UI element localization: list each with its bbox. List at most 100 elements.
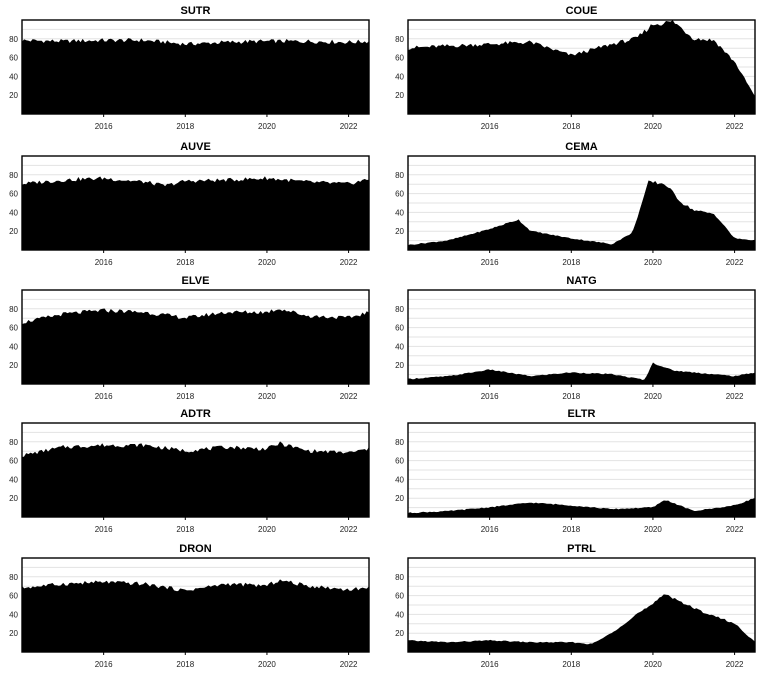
series-area-dron — [21, 579, 370, 653]
y-tick-label: 40 — [395, 342, 404, 351]
y-tick-label: 20 — [9, 629, 18, 638]
plot-frame — [407, 557, 756, 653]
x-tick-label: 2020 — [258, 392, 276, 401]
x-tick-label: 2022 — [726, 122, 744, 131]
x-tick-label: 2020 — [644, 392, 662, 401]
y-tick-label: 20 — [395, 227, 404, 236]
y-tick-label: 40 — [395, 72, 404, 81]
x-tick-label: 2018 — [176, 122, 194, 131]
y-tick-label: 40 — [9, 610, 18, 619]
series-area-natg — [407, 362, 756, 385]
x-tick-label: 2018 — [562, 122, 580, 131]
plot-frame — [21, 422, 370, 518]
panel-title-auve: AUVE — [180, 141, 211, 153]
x-tick-label: 2022 — [726, 258, 744, 267]
y-tick-label: 40 — [9, 72, 18, 81]
panel-title-sutr: SUTR — [181, 5, 211, 17]
x-tick-label: 2016 — [95, 122, 113, 131]
panel-adtr: ADTR 20 40 60 80 2016 2018 2020 2022 — [9, 408, 370, 534]
plot-frame — [407, 289, 756, 385]
x-tick-label: 2016 — [95, 392, 113, 401]
y-tick-label: 80 — [395, 438, 404, 447]
x-tick-label: 2020 — [258, 258, 276, 267]
panel-sutr: SUTR 20 40 60 80 2016 2018 2020 2022 — [9, 5, 370, 131]
x-tick-label: 2018 — [176, 525, 194, 534]
x-tick-label: 2022 — [340, 122, 358, 131]
x-tick-label: 2020 — [644, 122, 662, 131]
y-tick-label: 20 — [395, 629, 404, 638]
y-tick-label: 60 — [395, 592, 404, 601]
panel-title-ptrl: PTRL — [567, 543, 596, 555]
y-tick-label: 60 — [395, 190, 404, 199]
panel-elve: ELVE 20 40 60 80 2016 2018 2020 2022 — [9, 275, 370, 401]
panel-ptrl: PTRL 20 40 60 80 2016 2018 2020 2022 — [395, 543, 756, 669]
panel-cema: CEMA 20 40 60 80 2016 2018 2020 2022 — [395, 141, 756, 267]
panel-natg: NATG 20 40 60 80 2016 2018 2020 2022 — [395, 275, 756, 401]
y-tick-label: 40 — [9, 342, 18, 351]
y-tick-label: 40 — [9, 208, 18, 217]
x-tick-label: 2018 — [562, 660, 580, 669]
x-tick-label: 2022 — [726, 660, 744, 669]
y-tick-label: 20 — [395, 361, 404, 370]
series-area-coue — [407, 20, 756, 115]
y-tick-label: 40 — [9, 475, 18, 484]
x-tick-label: 2016 — [481, 525, 499, 534]
x-tick-label: 2018 — [176, 392, 194, 401]
y-tick-label: 60 — [9, 457, 18, 466]
series-area-ptrl — [407, 594, 756, 653]
x-tick-label: 2018 — [176, 660, 194, 669]
x-tick-label: 2018 — [562, 258, 580, 267]
x-tick-label: 2022 — [726, 525, 744, 534]
series-area-auve — [21, 176, 370, 251]
x-tick-label: 2020 — [644, 525, 662, 534]
y-tick-label: 60 — [395, 324, 404, 333]
y-tick-label: 80 — [395, 305, 404, 314]
y-tick-label: 20 — [9, 227, 18, 236]
x-tick-label: 2016 — [481, 122, 499, 131]
x-tick-label: 2020 — [644, 258, 662, 267]
panel-title-dron: DRON — [179, 543, 211, 555]
plot-frame — [21, 557, 370, 653]
x-tick-label: 2016 — [95, 660, 113, 669]
y-tick-label: 60 — [9, 592, 18, 601]
x-tick-label: 2022 — [340, 392, 358, 401]
y-tick-label: 80 — [9, 305, 18, 314]
y-tick-label: 20 — [9, 361, 18, 370]
x-tick-label: 2018 — [562, 525, 580, 534]
plot-frame — [21, 289, 370, 385]
y-tick-label: 40 — [395, 610, 404, 619]
panel-title-elve: ELVE — [182, 275, 210, 287]
x-tick-label: 2022 — [726, 392, 744, 401]
y-tick-label: 80 — [395, 35, 404, 44]
y-tick-label: 60 — [395, 54, 404, 63]
panel-dron: DRON 20 40 60 80 2016 2018 2020 2022 — [9, 543, 370, 669]
y-tick-label: 20 — [395, 91, 404, 100]
y-tick-label: 60 — [395, 457, 404, 466]
x-tick-label: 2018 — [176, 258, 194, 267]
series-area-cema — [407, 180, 756, 251]
x-tick-label: 2016 — [481, 660, 499, 669]
x-tick-label: 2016 — [481, 392, 499, 401]
series-area-elve — [21, 308, 370, 385]
panel-coue: COUE 20 40 60 80 2016 2018 2020 2022 — [395, 5, 756, 131]
plot-frame — [21, 155, 370, 251]
y-tick-label: 80 — [395, 573, 404, 582]
y-tick-label: 40 — [395, 208, 404, 217]
y-tick-label: 80 — [9, 573, 18, 582]
series-area-sutr — [21, 38, 370, 115]
x-tick-label: 2018 — [562, 392, 580, 401]
y-tick-label: 80 — [9, 171, 18, 180]
x-tick-label: 2016 — [95, 525, 113, 534]
panel-eltr: ELTR 20 40 60 80 2016 2018 2020 2022 — [395, 408, 756, 534]
x-tick-label: 2022 — [340, 258, 358, 267]
plot-frame — [21, 19, 370, 115]
series-area-eltr — [407, 497, 756, 518]
y-tick-label: 80 — [395, 171, 404, 180]
x-tick-label: 2016 — [95, 258, 113, 267]
panel-title-adtr: ADTR — [180, 408, 211, 420]
plot-frame — [407, 155, 756, 251]
x-tick-label: 2020 — [258, 122, 276, 131]
plot-frame — [407, 19, 756, 115]
y-tick-label: 60 — [9, 190, 18, 199]
